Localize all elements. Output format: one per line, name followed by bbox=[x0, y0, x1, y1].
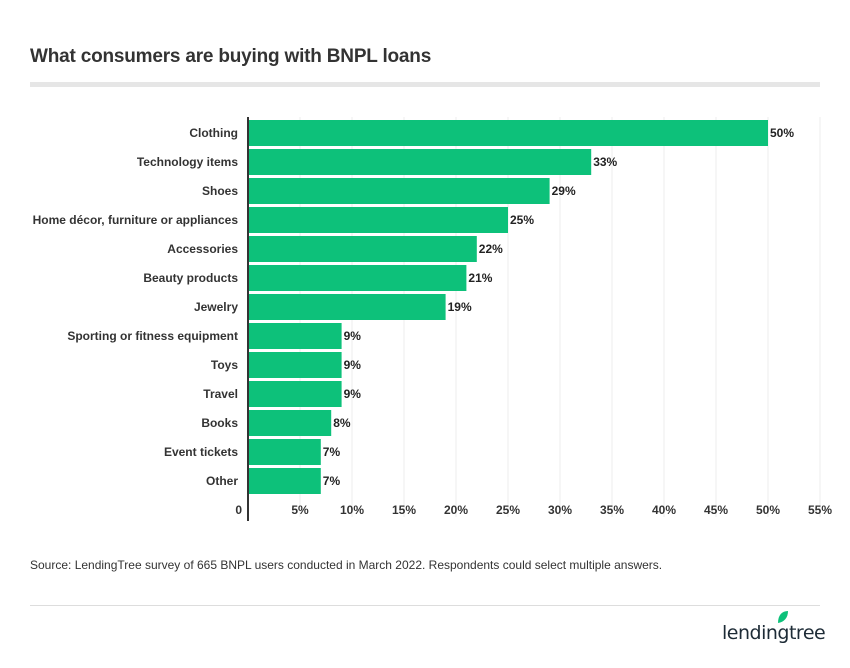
bar bbox=[248, 149, 592, 175]
data-label: 7% bbox=[323, 445, 341, 459]
bar bbox=[248, 178, 550, 204]
lendingtree-logo: lending tree bbox=[722, 611, 826, 644]
bar bbox=[248, 207, 508, 233]
category-label: Accessories bbox=[167, 242, 238, 256]
bar bbox=[248, 381, 342, 407]
x-tick-label: 45% bbox=[704, 503, 728, 517]
data-label: 25% bbox=[510, 213, 534, 227]
footer-divider bbox=[30, 605, 820, 606]
leaf-icon bbox=[778, 611, 789, 623]
data-label: 8% bbox=[333, 416, 351, 430]
category-label: Shoes bbox=[202, 184, 238, 198]
x-tick-label: 40% bbox=[652, 503, 676, 517]
category-label: Clothing bbox=[189, 126, 238, 140]
x-tick-label: 50% bbox=[756, 503, 780, 517]
x-tick-label: 15% bbox=[392, 503, 416, 517]
data-label: 7% bbox=[323, 474, 341, 488]
source-note: Source: LendingTree survey of 665 BNPL u… bbox=[30, 558, 663, 572]
x-tick-label: 20% bbox=[444, 503, 468, 517]
category-label: Event tickets bbox=[164, 445, 238, 459]
chart-title: What consumers are buying with BNPL loan… bbox=[30, 46, 432, 67]
category-label: Toys bbox=[211, 358, 238, 372]
logo-wordmark: lending tree bbox=[722, 611, 826, 644]
x-tick-label: 30% bbox=[548, 503, 572, 517]
data-label: 9% bbox=[344, 387, 362, 401]
category-label: Other bbox=[206, 474, 238, 488]
x-tick-label: 5% bbox=[291, 503, 309, 517]
category-label: Travel bbox=[203, 387, 238, 401]
data-label: 21% bbox=[468, 271, 492, 285]
bar bbox=[248, 439, 321, 465]
title-divider bbox=[30, 82, 820, 87]
bar bbox=[248, 236, 477, 262]
bar-chart: 0 5% 10% 15% 20% 25% 30% 35% 40% 45% 50% 55% Clothin… bbox=[33, 117, 832, 521]
x-tick-label: 0 bbox=[235, 503, 242, 517]
data-label: 9% bbox=[344, 358, 362, 372]
x-tick-label: 35% bbox=[600, 503, 624, 517]
category-label: Jewelry bbox=[194, 300, 238, 314]
data-label: 50% bbox=[770, 126, 794, 140]
x-tick-label: 25% bbox=[496, 503, 520, 517]
bar bbox=[248, 468, 321, 494]
bar bbox=[248, 294, 446, 320]
bar bbox=[248, 410, 332, 436]
x-tick-label: 10% bbox=[340, 503, 364, 517]
data-label: 19% bbox=[448, 300, 472, 314]
bar bbox=[248, 323, 342, 349]
bar bbox=[248, 265, 467, 291]
data-label: 22% bbox=[479, 242, 503, 256]
bar bbox=[248, 120, 768, 146]
data-label: 29% bbox=[552, 184, 576, 198]
data-label: 9% bbox=[344, 329, 362, 343]
bar bbox=[248, 352, 342, 378]
x-tick-label: 55% bbox=[808, 503, 832, 517]
data-label: 33% bbox=[593, 155, 617, 169]
category-label: Home décor, furniture or appliances bbox=[33, 213, 239, 227]
category-label: Books bbox=[201, 416, 238, 430]
category-label: Technology items bbox=[137, 155, 238, 169]
category-label: Sporting or fitness equipment bbox=[67, 329, 238, 343]
category-label: Beauty products bbox=[143, 271, 238, 285]
